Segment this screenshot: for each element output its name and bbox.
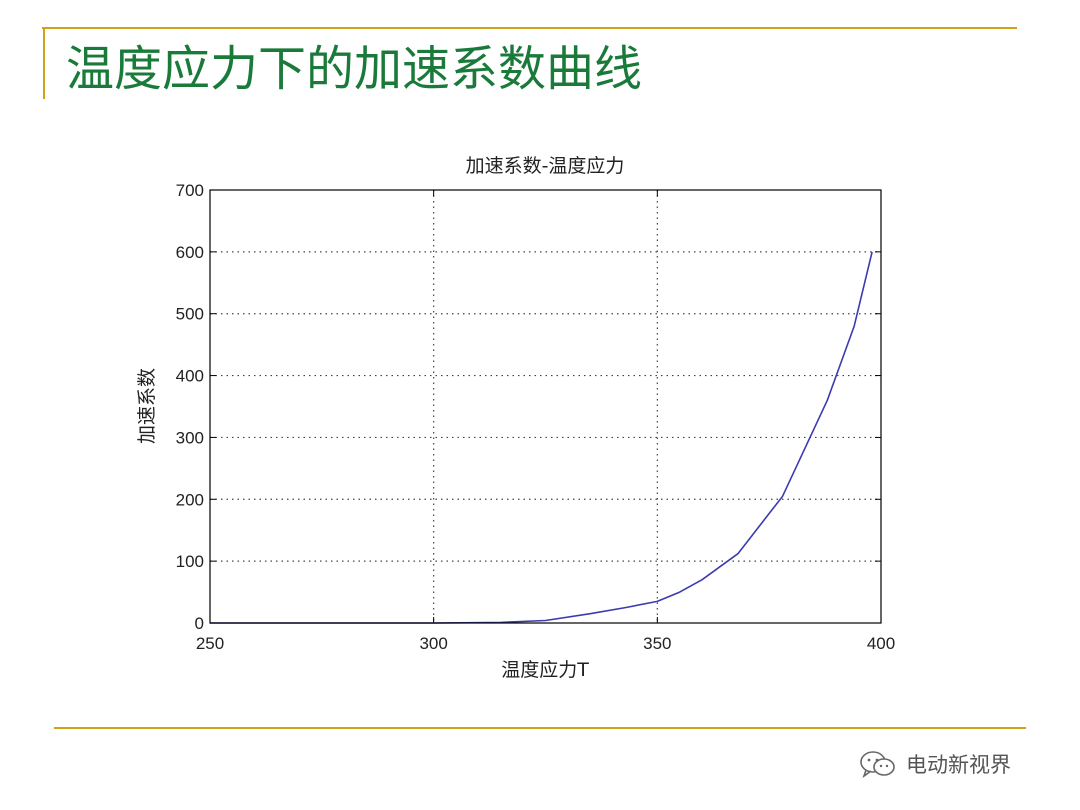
- x-tick-label: 400: [867, 634, 895, 653]
- y-axis-label: 加速系数: [136, 368, 158, 444]
- series-line: [210, 251, 873, 624]
- left-rule: [43, 27, 45, 99]
- y-tick-label: 700: [176, 181, 204, 200]
- y-tick-label: 0: [195, 614, 204, 633]
- wechat-icon: [860, 751, 895, 779]
- chart-title: 加速系数-温度应力: [466, 155, 625, 177]
- y-tick-label: 500: [176, 305, 204, 324]
- x-tick-label: 350: [643, 634, 671, 653]
- x-tick-label: 300: [419, 634, 447, 653]
- watermark-text: 电动新视界: [906, 753, 1011, 777]
- y-tick-label: 100: [176, 552, 204, 571]
- ticks: 250 300 350 400 0 100 200 300 400 500 600 700: [176, 181, 896, 653]
- y-tick-label: 600: [176, 243, 204, 262]
- watermark: 电动新视界: [858, 748, 1011, 780]
- plot-frame: [209, 189, 882, 624]
- chart: 250 300 350 400 0 100 200 300 400 500 600 700 加速系数-…: [136, 155, 896, 681]
- x-axis-label: 温度应力T: [501, 659, 589, 681]
- y-tick-label: 400: [176, 367, 204, 386]
- series: [210, 251, 873, 624]
- y-tick-label: 300: [176, 428, 204, 447]
- slide-title: 温度应力下的加速系数曲线: [66, 41, 643, 97]
- y-tick-label: 200: [176, 490, 204, 509]
- top-rule: [42, 27, 1017, 29]
- x-tick-label: 250: [196, 634, 224, 653]
- grid: [210, 190, 881, 623]
- plot-area: [210, 190, 881, 623]
- bottom-rule: [54, 727, 1026, 729]
